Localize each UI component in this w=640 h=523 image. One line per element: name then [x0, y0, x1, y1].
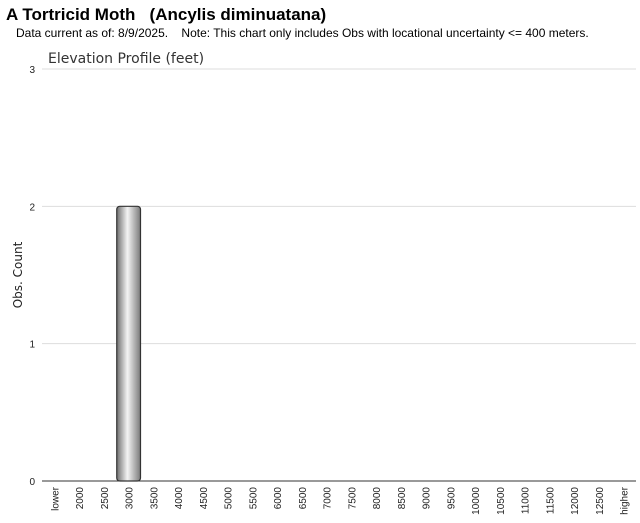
bar [116, 205, 142, 482]
x-tick-label: 11000 [521, 487, 532, 515]
x-tick-label: 9500 [446, 487, 457, 510]
y-axis-label: Obs. Count [11, 241, 25, 308]
x-tick-label: 6000 [273, 487, 284, 510]
x-tick-label: 2000 [75, 487, 86, 510]
x-tick-label: 9000 [422, 487, 433, 510]
x-tick-label: 8500 [397, 487, 408, 510]
x-tick-label: 12500 [595, 487, 606, 515]
x-tick-label: 12000 [570, 487, 581, 515]
x-tick-label: lower [50, 486, 61, 511]
x-tick-label: 4500 [199, 487, 210, 510]
x-tick-label: 8000 [372, 487, 383, 510]
y-tick-label: 1 [29, 340, 35, 351]
y-tick-label: 0 [29, 477, 35, 488]
x-tick-label: 7000 [323, 487, 334, 510]
y-tick-label: 3 [29, 65, 35, 76]
x-tick-label: 7500 [347, 487, 358, 510]
x-tick-label: 5000 [224, 487, 235, 510]
x-tick-label: higher [620, 486, 631, 514]
x-tick-label: 6500 [298, 487, 309, 510]
x-tick-label: 10000 [471, 487, 482, 515]
x-tick-label: 11500 [545, 487, 556, 515]
y-tick-label: 2 [29, 202, 35, 213]
chart-title: Elevation Profile (feet) [48, 51, 204, 67]
page-subtitle: Data current as of: 8/9/2025. Note: This… [16, 26, 589, 40]
x-tick-label: 3000 [125, 487, 136, 510]
x-tick-label: 2500 [100, 487, 111, 510]
x-tick-label: 5500 [248, 487, 259, 510]
x-tick-label: 3500 [149, 487, 160, 510]
page-title: A Tortricid Moth (Ancylis diminuatana) [6, 5, 326, 24]
x-tick-label: 10500 [496, 487, 507, 515]
x-tick-label: 4000 [174, 487, 185, 510]
